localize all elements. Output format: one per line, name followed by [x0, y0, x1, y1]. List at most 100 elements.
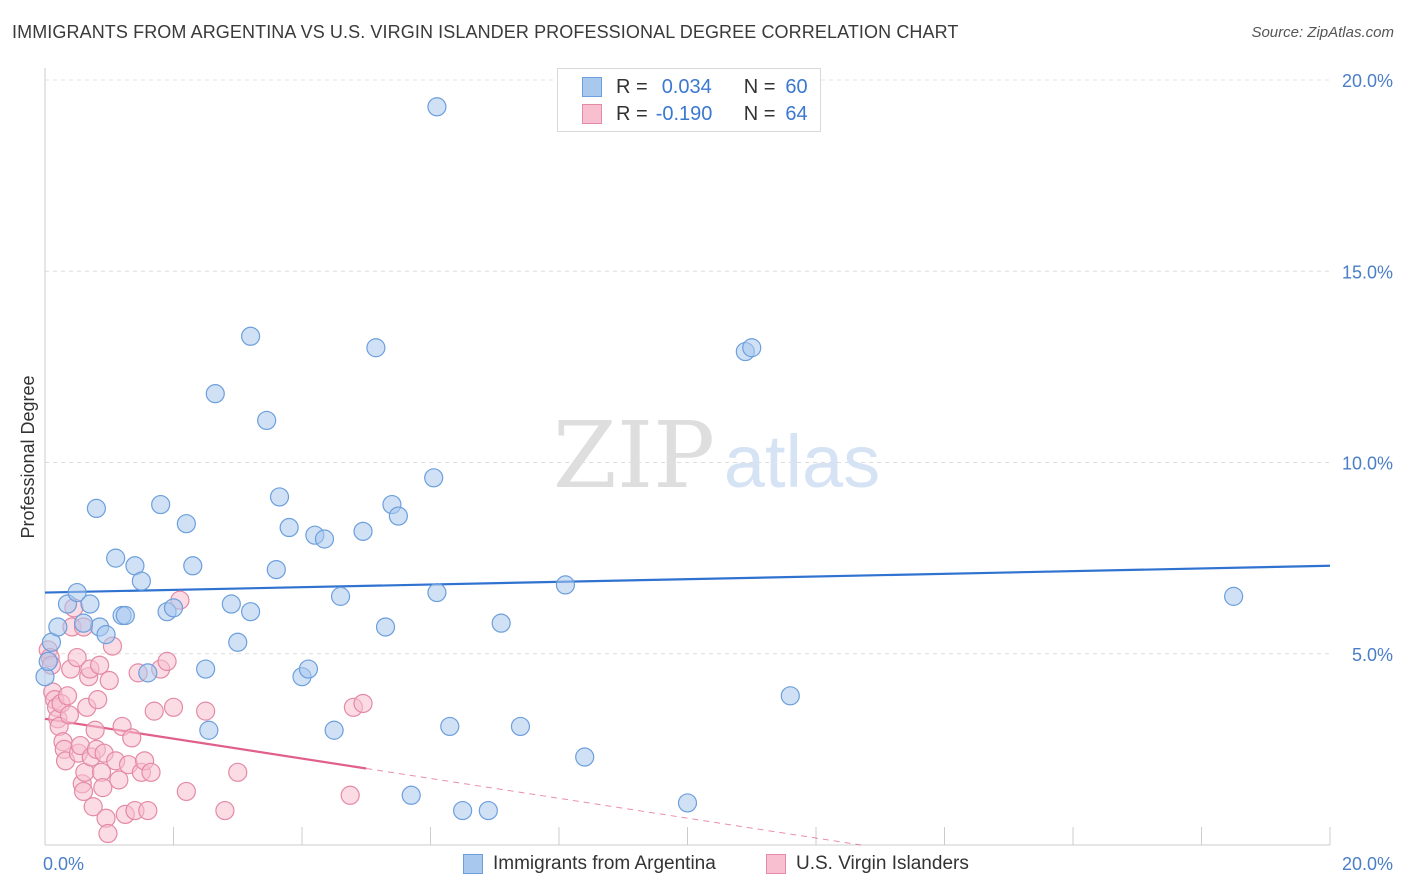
x-tick-label: 0.0% — [43, 854, 84, 874]
data-point — [163, 697, 184, 717]
data-point — [85, 720, 105, 740]
data-point — [427, 582, 447, 603]
watermark-zip: ZIP — [553, 402, 715, 509]
data-point — [131, 571, 151, 591]
data-point — [98, 823, 118, 844]
source-label: Source: ZipAtlas.com — [1251, 24, 1394, 41]
data-point — [73, 613, 94, 633]
data-point — [115, 605, 135, 626]
data-point — [478, 800, 498, 821]
data-point — [80, 594, 100, 614]
data-point — [228, 632, 248, 652]
bottom-legend-swatch-virgin-islanders — [766, 854, 786, 874]
data-point — [88, 690, 108, 710]
data-point — [57, 686, 78, 706]
data-point — [67, 647, 87, 668]
y-axis-label: Professional Degree — [18, 375, 38, 538]
tick-labels: 5.0% 10.0% 15.0% 20.0% 0.0% 20.0% — [43, 71, 1393, 874]
data-point — [138, 800, 158, 821]
data-point — [266, 559, 286, 580]
data-point — [330, 586, 351, 606]
data-point — [424, 468, 444, 488]
data-point — [163, 598, 184, 618]
legend-row-argentina: R = 0.034 N = 60 — [582, 75, 808, 99]
data-point — [575, 747, 595, 767]
y-tick-label: 15.0% — [1342, 262, 1393, 282]
data-point — [96, 625, 116, 645]
data-point — [151, 494, 171, 515]
data-point — [83, 797, 103, 817]
data-point — [90, 655, 110, 675]
legend-swatch-argentina — [582, 77, 602, 97]
x-tick-label: 20.0% — [1342, 854, 1393, 874]
data-point — [199, 720, 219, 740]
legend-n-value: 60 — [785, 75, 808, 98]
data-point — [677, 793, 698, 813]
data-point — [340, 785, 360, 805]
data-point — [141, 762, 161, 782]
data-point — [99, 670, 119, 691]
legend-swatch-virgin-islanders — [582, 104, 602, 124]
data-point — [221, 594, 241, 614]
data-point — [215, 800, 235, 821]
trend-line-extension-1 — [366, 768, 862, 846]
legend-n-label: N = — [743, 102, 776, 125]
data-point — [67, 582, 87, 603]
data-point — [491, 613, 511, 633]
data-point — [122, 728, 142, 748]
data-point — [205, 384, 225, 404]
data-point — [353, 693, 373, 714]
data-point — [59, 705, 80, 725]
data-point — [109, 770, 129, 790]
data-point — [73, 781, 94, 802]
data-point — [144, 701, 164, 721]
data-point — [555, 575, 576, 595]
grid — [45, 79, 1330, 655]
y-tick-label: 10.0% — [1342, 454, 1393, 474]
y-tick-label: 20.0% — [1342, 71, 1393, 91]
watermark-atlas: atlas — [724, 420, 880, 503]
legend-r-value: 0.034 — [661, 75, 712, 98]
data-point — [257, 410, 277, 431]
correlation-legend: R = 0.034 N = 60 R = -0.190 N = 64 — [557, 68, 821, 132]
data-point — [48, 617, 68, 637]
data-point — [138, 663, 158, 683]
data-point — [742, 338, 762, 358]
legend-r-label: R = — [616, 102, 648, 125]
bottom-legend-label-virgin-islanders: U.S. Virgin Islanders — [796, 853, 969, 874]
data-point — [1224, 586, 1244, 606]
data-point — [157, 651, 177, 672]
data-point — [427, 97, 447, 117]
data-point — [196, 659, 216, 679]
legend-r-label: R = — [616, 75, 648, 98]
data-point — [176, 781, 196, 802]
trend-line-0 — [44, 564, 1331, 594]
data-point — [453, 800, 473, 821]
bottom-legend-argentina: Immigrants from Argentina — [463, 852, 716, 876]
data-point — [375, 617, 396, 637]
data-point — [106, 548, 126, 568]
data-point — [86, 498, 107, 518]
data-point — [93, 778, 113, 798]
data-point — [279, 517, 299, 538]
data-point — [298, 659, 319, 679]
data-point — [353, 521, 373, 541]
legend-r-value: -0.190 — [655, 102, 713, 125]
bottom-legend-label-argentina: Immigrants from Argentina — [493, 853, 716, 874]
data-point — [269, 487, 290, 507]
data-point — [401, 785, 421, 805]
data-point — [388, 506, 408, 526]
data-point — [38, 651, 58, 672]
data-point — [228, 762, 248, 782]
axes — [44, 68, 1331, 846]
data-point — [183, 556, 203, 576]
data-point — [440, 716, 460, 737]
data-point — [241, 602, 261, 622]
data-point — [241, 326, 261, 346]
chart-title: IMMIGRANTS FROM ARGENTINA VS U.S. VIRGIN… — [12, 22, 959, 42]
legend-row-virgin-islanders: R = -0.190 N = 64 — [582, 102, 808, 126]
bottom-legend-virgin-islanders: U.S. Virgin Islanders — [766, 852, 969, 876]
data-point — [366, 338, 386, 358]
data-point — [324, 720, 344, 740]
